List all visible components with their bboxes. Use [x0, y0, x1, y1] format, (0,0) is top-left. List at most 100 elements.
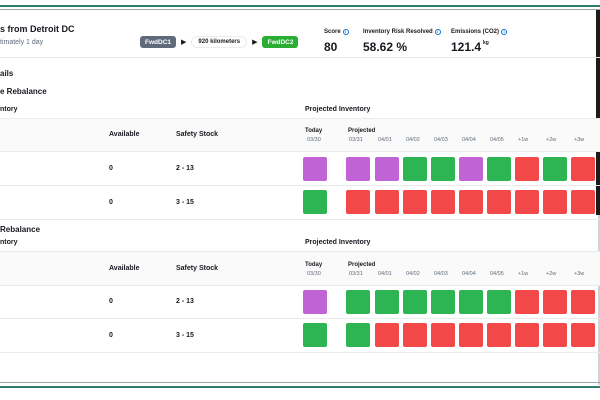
column-projected: Projected [348, 262, 376, 268]
info-icon[interactable]: i [434, 29, 441, 35]
route-arrow-icon: ▶ [181, 39, 187, 46]
metric-emissions: Emissions (CO2) i 121.4 kg [451, 29, 508, 54]
table-divider [0, 318, 600, 319]
inventory-status-purple[interactable] [375, 157, 399, 181]
date-label: 04/05 [490, 271, 504, 277]
inventory-status-red[interactable] [571, 157, 595, 181]
metric-label: Score [324, 29, 341, 35]
date-label: 03/31 [349, 137, 363, 143]
date-label: +2w [546, 137, 557, 143]
row-available: 0 [109, 199, 113, 206]
table-divider [0, 285, 600, 286]
inventory-status-green[interactable] [403, 157, 427, 181]
inventory-status-red[interactable] [403, 190, 427, 214]
column-today: Today [305, 128, 323, 134]
inventory-status-red[interactable] [346, 190, 370, 214]
info-icon[interactable]: i [501, 29, 508, 35]
header-subtitle: timately 1 day [0, 39, 44, 46]
date-label: 04/04 [462, 271, 476, 277]
inventory-status-red[interactable] [515, 323, 539, 347]
column-projected: Projected [348, 128, 376, 134]
date-label: 04/01 [378, 137, 392, 143]
date-label: 04/04 [462, 137, 476, 143]
inventory-status-red[interactable] [515, 190, 539, 214]
inventory-status-green[interactable] [431, 290, 455, 314]
date-label: +1w [518, 271, 529, 277]
info-icon[interactable]: i [342, 29, 349, 35]
date-label: +3w [574, 137, 585, 143]
date-label: 04/03 [434, 271, 448, 277]
metric-label: Emissions (CO2) [451, 29, 500, 35]
inventory-status-red[interactable] [543, 190, 567, 214]
inventory-status-green[interactable] [403, 290, 427, 314]
metric-label: Inventory Risk Resolved [363, 29, 433, 35]
inventory-status-red[interactable] [459, 323, 483, 347]
date-label: 04/02 [406, 137, 420, 143]
column-today: Today [305, 262, 323, 268]
frame-border-bottom [0, 386, 600, 388]
inventory-heading: ntory [0, 239, 18, 246]
frame-divider-top [0, 9, 600, 10]
inventory-status-red[interactable] [571, 190, 595, 214]
frame-divider-bottom [0, 382, 600, 383]
inventory-status-red[interactable] [487, 190, 511, 214]
table-divider [0, 251, 600, 252]
frame-edge-right-lower [598, 215, 600, 385]
inventory-status-red[interactable] [431, 190, 455, 214]
metric-value: 80 [324, 40, 338, 54]
inventory-status-red[interactable] [543, 323, 567, 347]
row-available: 0 [109, 165, 113, 172]
frame-border-top [0, 5, 600, 7]
metric-score: Score i 80 [324, 29, 349, 54]
inventory-status-green[interactable] [487, 157, 511, 181]
inventory-status-green[interactable] [346, 290, 370, 314]
inventory-status-green[interactable] [459, 290, 483, 314]
inventory-status-green[interactable] [487, 290, 511, 314]
inventory-status-green[interactable] [375, 290, 399, 314]
inventory-status-red[interactable] [487, 323, 511, 347]
inventory-status-red[interactable] [571, 290, 595, 314]
inventory-status-red[interactable] [431, 323, 455, 347]
inventory-status-purple[interactable] [346, 157, 370, 181]
inventory-status-green[interactable] [346, 323, 370, 347]
inventory-status-red[interactable] [459, 190, 483, 214]
inventory-status-green[interactable] [543, 157, 567, 181]
route-destination-badge: FwdDC2 [262, 36, 299, 48]
inventory-heading: ntory [0, 106, 18, 113]
inventory-status-green[interactable] [431, 157, 455, 181]
date-label: 04/02 [406, 271, 420, 277]
date-label: 04/03 [434, 137, 448, 143]
route-path: FwdDC1 ▶ 920 kilometers ▶ FwdDC2 [140, 35, 299, 49]
date-label: 03/30 [307, 137, 321, 143]
route-distance: 920 kilometers [191, 36, 248, 48]
inventory-status-red[interactable] [375, 323, 399, 347]
inventory-status-purple[interactable] [303, 157, 327, 181]
metric-value: 58.62 % [363, 40, 408, 54]
inventory-status-red[interactable] [515, 157, 539, 181]
column-available: Available [109, 131, 140, 138]
metric-unit: kg [483, 40, 489, 46]
inventory-status-red[interactable] [375, 190, 399, 214]
projected-inventory-heading: Projected Inventory [305, 106, 371, 113]
inventory-status-red[interactable] [543, 290, 567, 314]
date-label: 03/30 [307, 271, 321, 277]
metric-inventory-risk: Inventory Risk Resolved i 58.62 % [363, 29, 441, 54]
inventory-status-purple[interactable] [459, 157, 483, 181]
details-title: ails [0, 69, 14, 78]
date-label: +2w [546, 271, 557, 277]
frame-edge-right [596, 10, 600, 215]
inventory-status-purple[interactable] [303, 290, 327, 314]
row-safety-stock: 2 - 13 [176, 298, 194, 305]
projected-inventory-heading: Projected Inventory [305, 239, 371, 246]
inventory-status-red[interactable] [515, 290, 539, 314]
date-label: 04/05 [490, 137, 504, 143]
inventory-status-green[interactable] [303, 323, 327, 347]
table-header-row [0, 252, 600, 285]
inventory-status-green[interactable] [303, 190, 327, 214]
column-safety-stock: Safety Stock [176, 265, 219, 272]
metric-value: 121.4 [451, 40, 482, 54]
header-title: s from Detroit DC [0, 24, 75, 34]
inventory-status-red[interactable] [403, 323, 427, 347]
inventory-status-red[interactable] [571, 323, 595, 347]
row-available: 0 [109, 332, 113, 339]
